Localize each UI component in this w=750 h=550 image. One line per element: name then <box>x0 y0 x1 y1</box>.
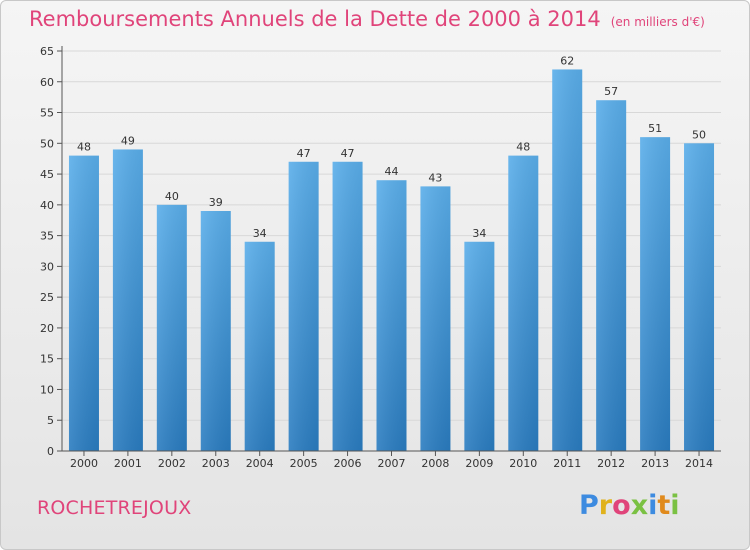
labels: 0 5 10 15 20 25 30 35 40 45 50 55 60 65 48 2000 49 2001 40… <box>40 45 713 470</box>
y-tick-label: 10 <box>40 383 54 396</box>
bar-shade <box>420 186 451 451</box>
logo-letter: r <box>598 490 613 521</box>
bar-shade <box>112 149 143 451</box>
bar-value-label: 48 <box>77 141 91 154</box>
bar-shade <box>288 161 319 451</box>
y-tick-label: 15 <box>40 353 54 366</box>
y-tick-label: 5 <box>47 414 54 427</box>
commune-name: ROCHETREJOUX <box>37 497 192 519</box>
logo-letter: t <box>657 490 671 521</box>
logo-letter: i <box>648 490 658 521</box>
bar-shade <box>68 155 99 451</box>
bar-value-label: 40 <box>165 190 179 203</box>
bar-shade <box>596 100 627 451</box>
chart-title-text: Remboursements Annuels de la Dette de 20… <box>29 7 601 31</box>
y-tick-label: 30 <box>40 260 54 273</box>
x-tick-label: 2009 <box>465 457 493 470</box>
x-tick-label: 2002 <box>158 457 186 470</box>
logo-letter: x <box>630 490 649 521</box>
y-tick-label: 65 <box>40 45 54 58</box>
logo-letter: o <box>612 490 631 521</box>
x-tick-label: 2000 <box>70 457 98 470</box>
y-tick-label: 60 <box>40 76 54 89</box>
x-tick-label: 2014 <box>685 457 713 470</box>
x-tick-label: 2007 <box>378 457 406 470</box>
x-tick-label: 2011 <box>553 457 581 470</box>
x-tick-label: 2003 <box>202 457 230 470</box>
chart-title: Remboursements Annuels de la Dette de 20… <box>29 7 705 31</box>
x-tick-label: 2012 <box>597 457 625 470</box>
chart-unit: (en milliers d'€) <box>610 15 705 29</box>
bar-value-label: 47 <box>297 147 311 160</box>
axes <box>57 46 721 456</box>
bar-shade <box>332 161 363 451</box>
bar-shade <box>508 155 539 451</box>
y-tick-label: 20 <box>40 322 54 335</box>
bar-shade <box>200 211 231 451</box>
bar-value-label: 49 <box>121 134 135 147</box>
bar-value-label: 44 <box>385 165 399 178</box>
bar-value-label: 50 <box>692 128 706 141</box>
y-tick-label: 55 <box>40 107 54 120</box>
bar-value-label: 39 <box>209 196 223 209</box>
bar-value-label: 43 <box>428 171 442 184</box>
x-tick-label: 2005 <box>290 457 318 470</box>
bar-value-label: 34 <box>253 227 267 240</box>
bar-value-label: 34 <box>472 227 486 240</box>
bar-shade <box>640 137 671 451</box>
y-tick-label: 50 <box>40 137 54 150</box>
x-tick-label: 2008 <box>421 457 449 470</box>
logo-letter: i <box>670 490 680 521</box>
bar-value-label: 47 <box>341 147 355 160</box>
logo-letter: P <box>579 490 599 521</box>
bar-value-label: 48 <box>516 141 530 154</box>
y-tick-label: 25 <box>40 291 54 304</box>
y-tick-label: 0 <box>47 445 54 458</box>
bar-shade <box>244 241 275 451</box>
bar-shade <box>684 143 715 452</box>
bar-shade <box>376 180 407 451</box>
bars <box>68 69 715 452</box>
bar-value-label: 57 <box>604 85 618 98</box>
x-tick-label: 2001 <box>114 457 142 470</box>
x-tick-label: 2006 <box>334 457 362 470</box>
y-tick-label: 40 <box>40 199 54 212</box>
proxiti-logo: Proxiti <box>579 490 680 521</box>
x-tick-label: 2013 <box>641 457 669 470</box>
bar-value-label: 62 <box>560 54 574 67</box>
x-tick-label: 2004 <box>246 457 274 470</box>
bar-value-label: 51 <box>648 122 662 135</box>
bar-shade <box>552 69 583 451</box>
x-tick-label: 2010 <box>509 457 537 470</box>
y-tick-label: 35 <box>40 230 54 243</box>
y-tick-label: 45 <box>40 168 54 181</box>
bar-shade <box>464 241 495 451</box>
bar-shade <box>156 204 187 451</box>
